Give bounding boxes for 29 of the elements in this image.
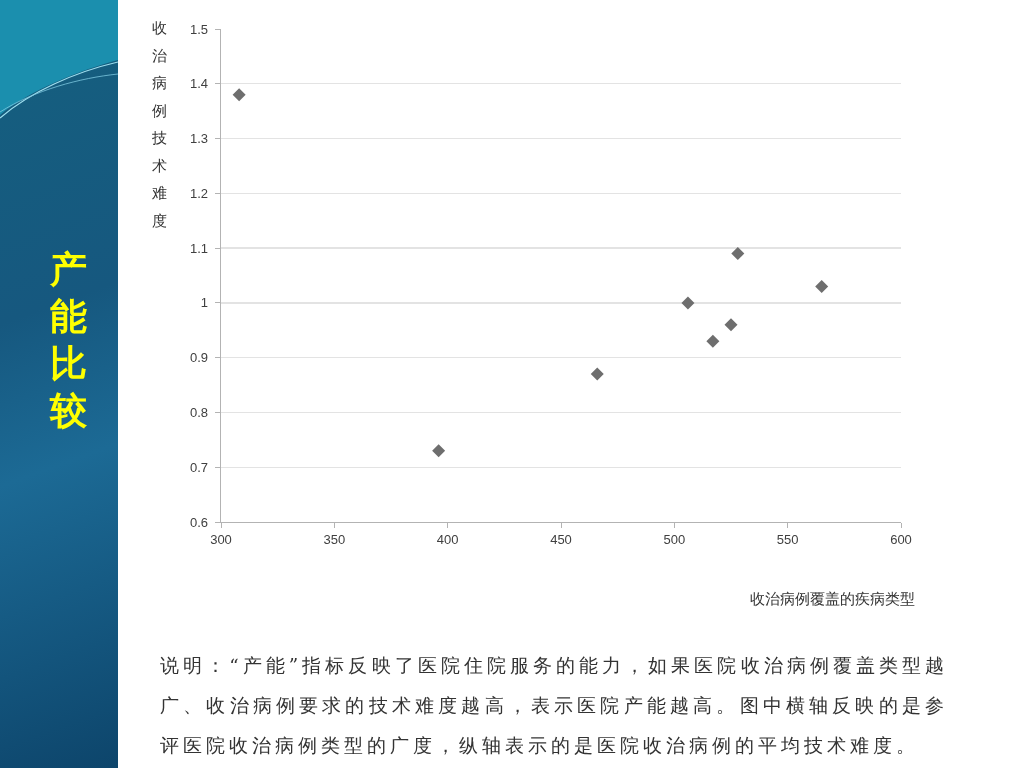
y-tick-label: 1 xyxy=(200,295,209,311)
text: 说明：“产能”指标反映了医院住院服务的能力，如果医院收治病例覆盖类型越广、收治病例要求的技术难度越高，表示医院产能越高。图中横轴反映的是参评医院收治病例类型的广度，纵轴表示的是医院收治病例的平均技术难度。 xyxy=(160,654,948,758)
y-tick-label: 1.5 xyxy=(190,21,209,37)
x-tick-label: 550 xyxy=(776,531,799,547)
point xyxy=(432,444,446,458)
y-tick-label: 0.6 xyxy=(190,514,209,530)
point xyxy=(731,247,745,261)
x-tick-label: 300 xyxy=(210,531,232,547)
x-tick-label: 350 xyxy=(323,531,346,547)
point xyxy=(815,279,829,293)
text: 产能比较 xyxy=(48,247,88,434)
x-axis-title: 收治病例覆盖的疾病类型 xyxy=(750,590,915,609)
point xyxy=(681,296,695,310)
y-tick-label: 1.3 xyxy=(190,131,209,147)
x-tick-label: 450 xyxy=(550,531,572,547)
y-tick-label: 0.9 xyxy=(190,350,209,366)
x-tick-label: 500 xyxy=(663,531,686,547)
y-tick-label: 1.1 xyxy=(190,240,209,256)
y-axis-title: 收治病例技术难度 xyxy=(150,18,168,232)
y-tick-label: 0.7 xyxy=(190,459,209,475)
x-tick-label: 600 xyxy=(890,531,912,547)
point xyxy=(724,318,738,332)
x-tick-label: 400 xyxy=(436,531,459,547)
y-tick-label: 1.4 xyxy=(190,76,209,92)
y-tick-label: 0.8 xyxy=(190,404,209,420)
point xyxy=(706,334,720,348)
point xyxy=(590,367,604,381)
point xyxy=(232,88,246,102)
y-tick-label: 1.2 xyxy=(190,185,209,201)
